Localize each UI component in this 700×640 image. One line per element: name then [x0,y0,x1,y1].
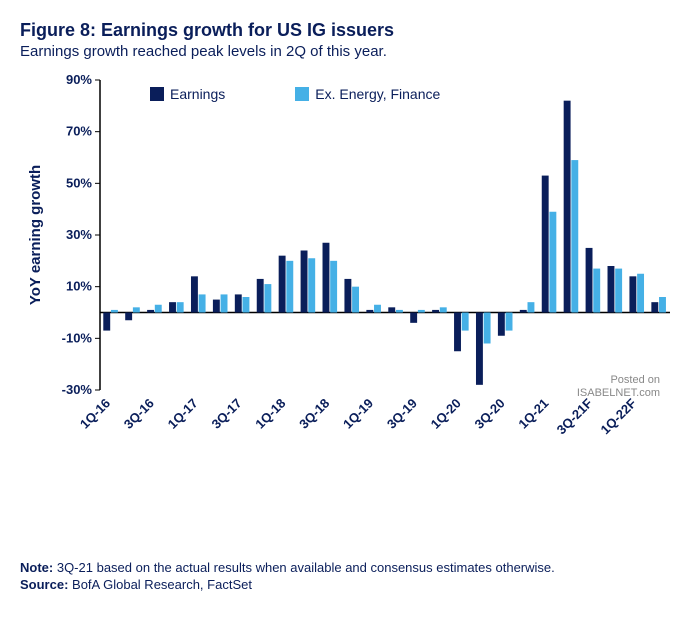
bar [169,302,176,312]
bar [374,305,381,313]
legend-item-ex-energy: Ex. Energy, Finance [295,86,440,102]
bar [564,101,571,313]
note-label: Note: [20,560,53,575]
svg-text:3Q-21F: 3Q-21F [554,395,596,437]
svg-text:YoY earning growth: YoY earning growth [27,165,44,305]
source-text: BofA Global Research, FactSet [72,577,252,592]
bar [542,176,549,313]
svg-text:10%: 10% [66,279,92,294]
bar [147,310,154,313]
bar [571,160,578,312]
bar [659,297,666,313]
figure-subtitle: Earnings growth reached peak levels in 2… [20,43,680,60]
watermark: Posted on ISABELNET.com [577,374,660,400]
bar [199,294,206,312]
bar [418,310,425,313]
svg-text:3Q-20: 3Q-20 [472,396,508,432]
svg-text:1Q-16: 1Q-16 [77,396,113,432]
bar [177,302,184,312]
svg-text:1Q-22F: 1Q-22F [597,395,639,437]
bar [520,310,527,313]
bar [133,307,140,312]
chart-container: Earnings Ex. Energy, Finance -30%-10%10%… [20,70,680,470]
watermark-line2: ISABELNET.com [577,387,660,400]
svg-text:1Q-19: 1Q-19 [340,396,376,432]
bar [125,313,132,321]
note: Note: 3Q-21 based on the actual results … [20,560,680,575]
svg-text:3Q-16: 3Q-16 [121,396,157,432]
bar [484,313,491,344]
figure-title: Figure 8: Earnings growth for US IG issu… [20,20,680,41]
bar [352,287,359,313]
bar [388,307,395,312]
svg-text:-10%: -10% [62,330,93,345]
svg-text:30%: 30% [66,227,92,242]
source-label: Source: [20,577,68,592]
bar [454,313,461,352]
bar [103,313,110,331]
bar [301,251,308,313]
bar [608,266,615,313]
swatch-earnings [150,87,164,101]
svg-text:3Q-18: 3Q-18 [296,396,332,432]
bar [191,276,198,312]
watermark-line1: Posted on [577,374,660,387]
bar [308,258,315,312]
bar [462,313,469,331]
bar [440,307,447,312]
svg-text:-30%: -30% [62,382,93,397]
bar [235,294,242,312]
legend-label-ex-energy: Ex. Energy, Finance [315,86,440,102]
bar [432,310,439,313]
svg-text:1Q-20: 1Q-20 [428,396,464,432]
svg-text:90%: 90% [66,72,92,87]
bar [476,313,483,385]
svg-text:3Q-19: 3Q-19 [384,396,420,432]
bar [593,269,600,313]
svg-text:1Q-18: 1Q-18 [252,396,288,432]
bar [155,305,162,313]
bar [498,313,505,336]
bar [279,256,286,313]
svg-text:1Q-17: 1Q-17 [165,396,201,432]
svg-text:3Q-17: 3Q-17 [208,396,244,432]
bar [629,276,636,312]
bar [506,313,513,331]
bar [264,284,271,312]
swatch-ex-energy [295,87,309,101]
svg-text:50%: 50% [66,175,92,190]
source: Source: BofA Global Research, FactSet [20,577,680,592]
legend-item-earnings: Earnings [150,86,225,102]
bar [396,310,403,313]
note-text: 3Q-21 based on the actual results when a… [57,560,555,575]
bar-chart: -30%-10%10%30%50%70%90%1Q-163Q-161Q-173Q… [20,70,680,470]
bar [323,243,330,313]
bar [637,274,644,313]
svg-text:70%: 70% [66,124,92,139]
bar [213,300,220,313]
bar [549,212,556,313]
legend: Earnings Ex. Energy, Finance [150,86,440,102]
bar [286,261,293,313]
bar [257,279,264,313]
bar [330,261,337,313]
bar [111,310,118,313]
legend-label-earnings: Earnings [170,86,225,102]
bar [410,313,417,323]
bar [651,302,658,312]
bar [344,279,351,313]
bar [586,248,593,313]
bar [528,302,535,312]
bar [221,294,228,312]
bar [366,310,373,313]
bar [615,269,622,313]
bar [243,297,250,313]
svg-text:1Q-21: 1Q-21 [515,396,551,432]
